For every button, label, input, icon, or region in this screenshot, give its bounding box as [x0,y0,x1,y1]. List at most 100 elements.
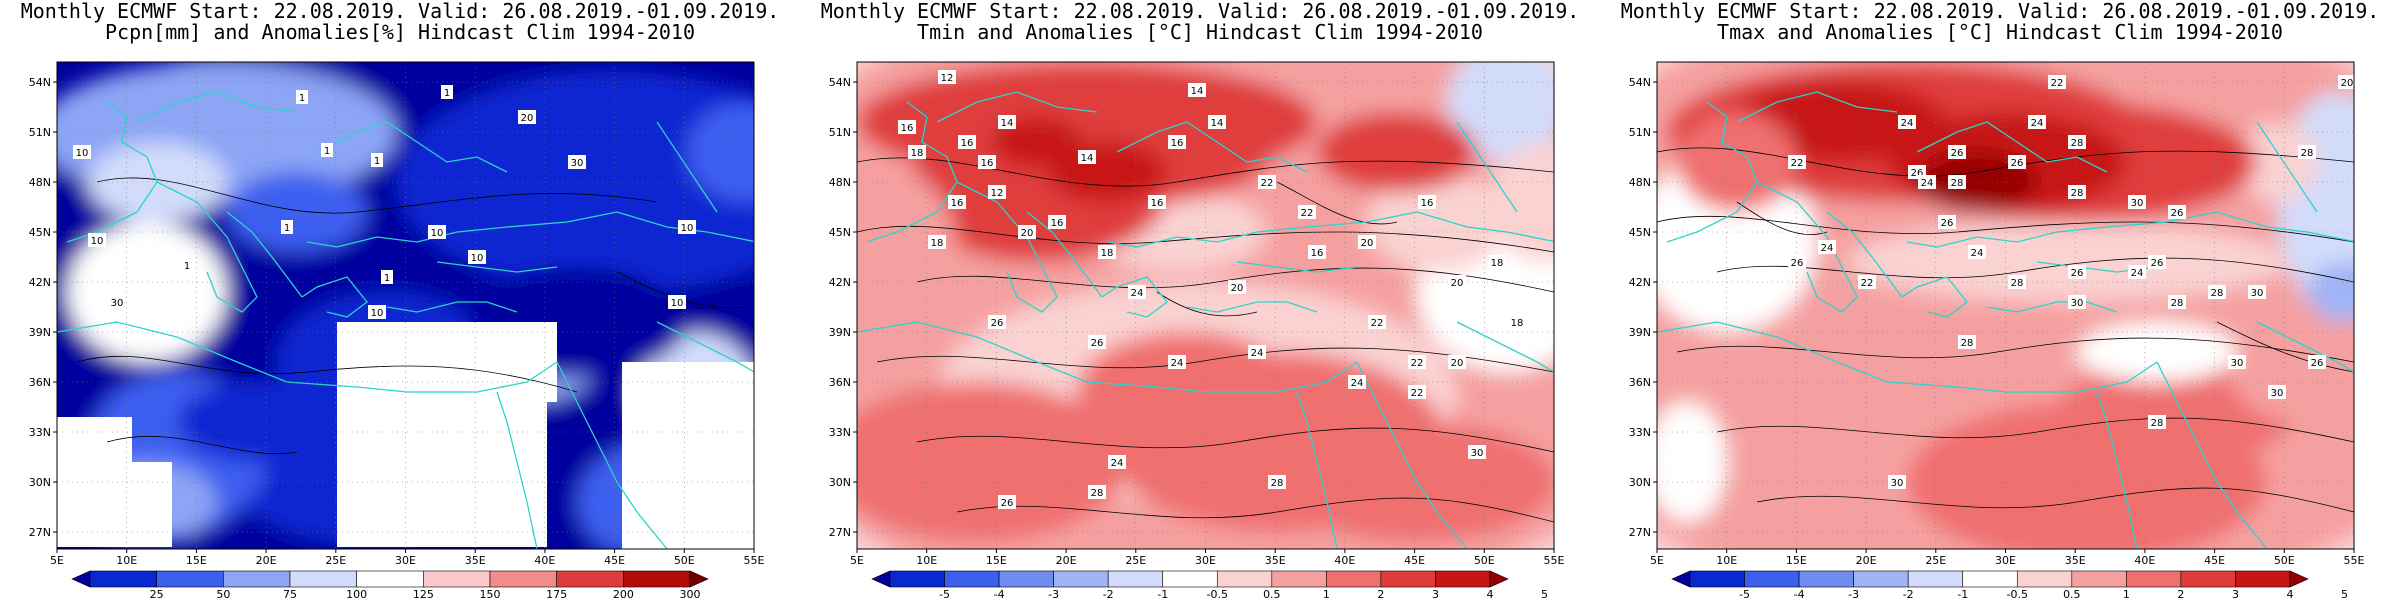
contour-label-box [1228,280,1246,294]
lat-label: 54N [29,76,51,89]
colorbar-swatch [944,570,1000,588]
panel-title-line2: Tmin and Anomalies [°C] Hindcast Clim 19… [917,20,1483,44]
contour-label-box [1918,175,1936,189]
coastline [2156,361,2268,549]
colorbar-tick-label: -0.5 [2007,588,2028,600]
contour-label: 16 [981,158,994,169]
contour-label-box [368,305,386,319]
contour-label-box [1358,235,1376,249]
colorbar-swatch [1380,570,1436,588]
lon-label: 40E [2134,554,2155,567]
lon-label: 35E [2065,554,2086,567]
colorbar-swatch [89,570,157,588]
contour-label: 30 [1471,448,1484,459]
contour-label: 16 [961,138,974,149]
lat-label: 51N [29,126,51,139]
colorbar-tick-label: -0.5 [1207,588,1228,600]
contour-label: 28 [2151,418,2164,429]
contour-label: 26 [1091,338,1104,349]
lon-label: 25E [1925,554,1946,567]
lat-label: 51N [829,126,851,139]
lat-label: 33N [29,426,51,439]
panel-title-line1: Monthly ECMWF Start: 22.08.2019. Valid: … [1620,0,2380,23]
contour-label-box [958,135,976,149]
contour-label-box [1168,355,1186,369]
anomaly-region [1317,112,1477,192]
contour-label: 18 [1511,318,1524,329]
contour-label: 28 [1271,478,1284,489]
colorbar-swatch [356,570,424,588]
colorbar-swatch [2180,570,2236,588]
contour-label-box [568,155,586,169]
lat-label: 48N [1629,176,1651,189]
contour-label: 26 [2311,358,2324,369]
contour-label: 22 [1861,278,1874,289]
contour-label-box [1468,445,1486,459]
isoline [916,427,1554,453]
contour-label-box [2268,385,2286,399]
colorbar: 25 50 75 100 125 150 175 200 300 [71,570,709,600]
contour-label-box [1248,345,1266,359]
colorbar-swatch [2126,570,2182,588]
lat-label: 27N [829,526,851,539]
contour-label-box [998,495,1016,509]
contour-label: 18 [1491,258,1504,269]
contour-label: 16 [1051,218,1064,229]
contour-label-box [1208,115,1226,129]
contour-label: 28 [1091,488,1104,499]
coastline [66,101,158,243]
contour-label: 24 [2031,118,2044,129]
colorbar-tick-label: 150 [480,588,501,600]
isoline [1676,337,2354,363]
contour-label-box [2168,205,2186,219]
contour-label-box [1108,455,1126,469]
contour-label: 26 [1911,168,1924,179]
contour-label-box [1508,315,1526,329]
colorbar-swatch [2235,570,2291,588]
coastline [156,181,258,313]
contour-label-box [518,110,536,124]
lat-label: 45N [1629,226,1651,239]
lat-label: 30N [1629,476,1651,489]
colorbar-swatch [1907,570,1964,588]
colorbar-tick-label: -3 [1048,588,1059,600]
colorbar-swatch [556,570,624,588]
contour-label: 30 [2271,388,2284,399]
contour-label: 14 [1081,153,1094,164]
contour-label-box [1408,385,1426,399]
contour-label: 1 [299,93,305,104]
coastline [1657,321,2158,393]
anomaly-region [1657,402,1727,522]
coastline [496,391,538,549]
anomaly-region [1677,112,1797,212]
lat-label: 30N [829,476,851,489]
contour-label-box [1958,335,1976,349]
contour-label-box [1258,175,1276,189]
anomaly-region [857,172,957,332]
contour-label-box [1128,285,1146,299]
coastline [1026,211,1103,298]
lat-label: 45N [29,226,51,239]
contour-label: 10 [681,223,694,234]
lon-label: 55E [744,554,765,567]
contour-label-box [988,315,1006,329]
coastline [386,301,518,313]
panel-tmin: Monthly ECMWF Start: 22.08.2019. Valid: … [800,0,1600,600]
contour-label-box [1148,195,1166,209]
contour-label-box [321,143,333,157]
contour-label-box [1898,115,1916,129]
contour-label-box [1298,205,1316,219]
contour-label: 10 [671,298,684,309]
contour-label-box [73,145,91,159]
colorbar-tick-label: 200 [613,588,634,600]
anomaly-region [2307,262,2354,322]
contour-label-box [281,220,293,234]
contour-label-box [1368,315,1386,329]
coastline [226,211,303,298]
contour-label: 24 [1971,248,1984,259]
masked-region [132,462,172,547]
contour-label-box [2128,265,2146,279]
contour-label: 30 [2071,298,2084,309]
contour-label: 1 [384,273,390,284]
colorbar-tick-label: 100 [346,588,367,600]
